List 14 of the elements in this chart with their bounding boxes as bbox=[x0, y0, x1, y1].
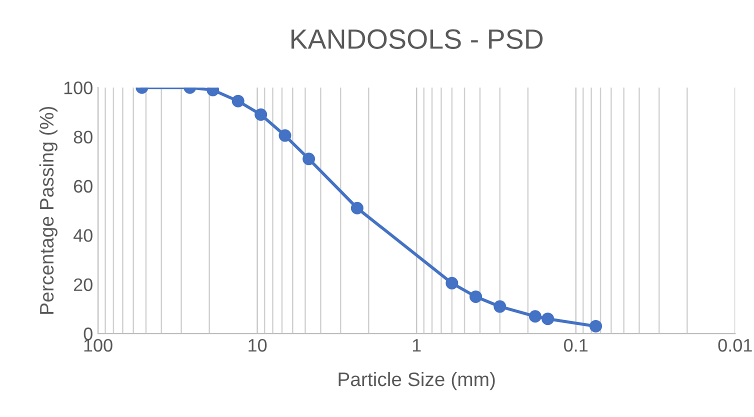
x-tick-label: 1 bbox=[412, 339, 421, 352]
y-tick-label: 100 bbox=[64, 82, 92, 94]
y-tick-label: 40 bbox=[73, 229, 92, 242]
x-tick-label: 0.01 bbox=[718, 338, 752, 352]
x-axis-title: Particle Size (mm) bbox=[338, 372, 495, 390]
y-tick-label: 0 bbox=[84, 328, 92, 340]
y-tick-label: 20 bbox=[74, 278, 92, 292]
x-tick-label: 0.1 bbox=[564, 338, 588, 352]
y-axis-title: Percentage Passing (%) bbox=[39, 106, 58, 314]
chart-title: KANDOSOLS - PSD bbox=[292, 29, 543, 49]
x-tick-label: 10 bbox=[248, 338, 267, 352]
y-tick-label: 60 bbox=[74, 180, 92, 193]
y-tick-label: 80 bbox=[74, 130, 92, 144]
x-tick-label: 100 bbox=[84, 338, 112, 352]
